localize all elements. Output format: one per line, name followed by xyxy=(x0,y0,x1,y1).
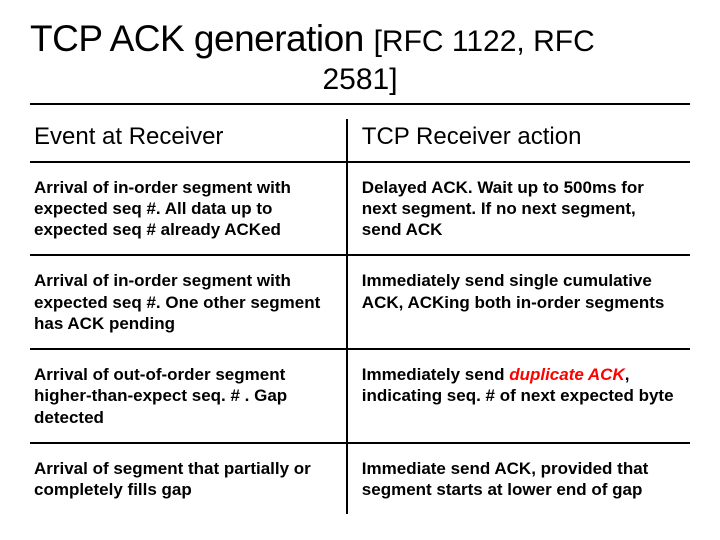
cell-action: Immediately send duplicate ACK, indicati… xyxy=(347,349,690,443)
cell-event: Arrival of in-order segment with expecte… xyxy=(30,255,347,349)
title-main: TCP ACK generation xyxy=(30,18,374,59)
action-pre: Delayed ACK. Wait up to 500ms for next s… xyxy=(362,178,644,240)
table-row: Arrival of in-order segment with expecte… xyxy=(30,162,690,256)
ack-table: Event at Receiver TCP Receiver action Ar… xyxy=(30,119,690,515)
title-sub-line2: 2581] xyxy=(30,63,690,97)
action-pre: Immediately send single cumulative ACK, … xyxy=(362,271,665,311)
slide: TCP ACK generation [RFC 1122, RFC 2581] … xyxy=(0,0,720,540)
table-row: Arrival of out-of-order segment higher-t… xyxy=(30,349,690,443)
cell-action: Delayed ACK. Wait up to 500ms for next s… xyxy=(347,162,690,256)
title-sub-inline: [RFC 1122, RFC xyxy=(374,25,595,58)
title-line-1: TCP ACK generation [RFC 1122, RFC xyxy=(30,18,690,61)
cell-event: Arrival of in-order segment with expecte… xyxy=(30,162,347,256)
title-block: TCP ACK generation [RFC 1122, RFC 2581] xyxy=(30,18,690,105)
table-row: Arrival of in-order segment with expecte… xyxy=(30,255,690,349)
action-highlight: duplicate ACK xyxy=(509,365,625,384)
cell-action: Immediate send ACK, provided that segmen… xyxy=(347,443,690,515)
cell-action: Immediately send single cumulative ACK, … xyxy=(347,255,690,349)
col-header-action: TCP Receiver action xyxy=(347,119,690,162)
table-row: Arrival of segment that partially or com… xyxy=(30,443,690,515)
action-pre: Immediately send xyxy=(362,365,509,384)
table-header-row: Event at Receiver TCP Receiver action xyxy=(30,119,690,162)
cell-event: Arrival of out-of-order segment higher-t… xyxy=(30,349,347,443)
action-pre: Immediate send ACK, provided that segmen… xyxy=(362,459,649,499)
cell-event: Arrival of segment that partially or com… xyxy=(30,443,347,515)
col-header-event: Event at Receiver xyxy=(30,119,347,162)
